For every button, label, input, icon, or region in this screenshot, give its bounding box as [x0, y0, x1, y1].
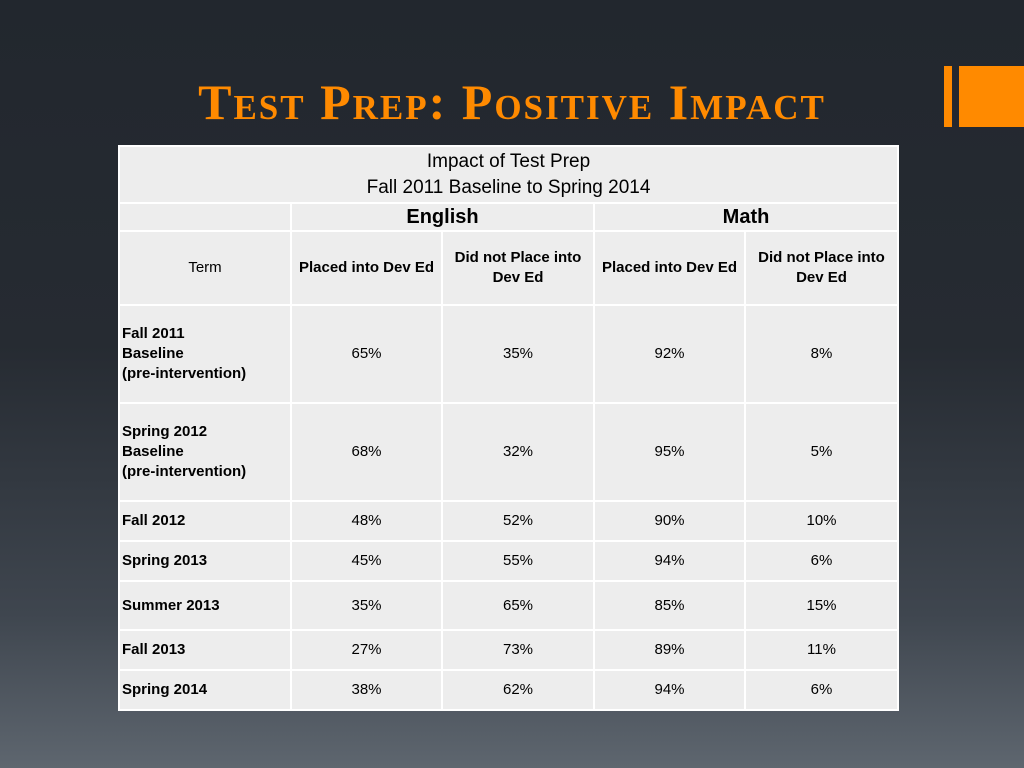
term-line: Spring 2012 [122, 423, 208, 440]
value-cell: 89% [593, 629, 746, 671]
group-header-math: Math [592, 202, 900, 232]
table-row: Spring 2014 38% 62% 94% 6% [118, 669, 900, 711]
table-row: Spring 2013 45% 55% 94% 6% [118, 540, 900, 582]
value-cell: 94% [593, 540, 746, 582]
value-cell: 10% [743, 500, 900, 542]
term-cell: Fall 2013 [118, 629, 292, 671]
value-cell: 94% [593, 669, 746, 711]
table-row: Fall 2012 48% 52% 90% 10% [118, 500, 900, 542]
value-cell: 8% [743, 304, 900, 404]
value-cell: 35% [290, 580, 443, 631]
decorative-bar-thin [944, 66, 952, 127]
term-cell: Spring 2012 Baseline (pre-intervention) [118, 402, 292, 502]
value-cell: 5% [743, 402, 900, 502]
value-cell: 85% [593, 580, 746, 631]
value-cell: 52% [441, 500, 595, 542]
value-cell: 6% [743, 669, 900, 711]
value-cell: 48% [290, 500, 443, 542]
term-cell: Spring 2014 [118, 669, 292, 711]
value-cell: 32% [441, 402, 595, 502]
value-cell: 15% [743, 580, 900, 631]
value-cell: 65% [290, 304, 443, 404]
value-cell: 45% [290, 540, 443, 582]
value-cell: 95% [593, 402, 746, 502]
value-cell: 11% [743, 629, 900, 671]
term-cell: Spring 2013 [118, 540, 292, 582]
value-cell: 68% [290, 402, 443, 502]
english-placed-header: Placed into Dev Ed [290, 230, 443, 306]
value-cell: 6% [743, 540, 900, 582]
group-header-row: English Math [118, 202, 900, 232]
table-row: Fall 2013 27% 73% 89% 11% [118, 629, 900, 671]
caption-row: Impact of Test Prep Fall 2011 Baseline t… [117, 145, 900, 204]
value-cell: 73% [441, 629, 595, 671]
table-caption-line1: Impact of Test Prep [426, 150, 591, 172]
math-placed-header: Placed into Dev Ed [593, 230, 746, 306]
group-header-english: English [290, 202, 595, 232]
english-not-placed-header: Did not Place into Dev Ed [441, 230, 595, 306]
impact-table: Impact of Test Prep Fall 2011 Baseline t… [117, 145, 900, 711]
value-cell: 55% [441, 540, 595, 582]
term-line: (pre-intervention) [122, 463, 247, 480]
math-not-placed-header: Did not Place into Dev Ed [743, 230, 900, 306]
term-cell: Summer 2013 [118, 580, 292, 631]
table-caption: Impact of Test Prep Fall 2011 Baseline t… [117, 145, 900, 204]
value-cell: 38% [290, 669, 443, 711]
group-header-blank [118, 202, 292, 232]
table-row: Summer 2013 35% 65% 85% 15% [118, 580, 900, 631]
value-cell: 62% [441, 669, 595, 711]
value-cell: 35% [441, 304, 595, 404]
slide-title: Test Prep: Positive Impact [198, 74, 826, 130]
table-row: Spring 2012 Baseline (pre-intervention) … [118, 402, 900, 502]
term-line: Fall 2011 [122, 325, 185, 342]
term-line: (pre-intervention) [122, 365, 247, 382]
value-cell: 92% [593, 304, 746, 404]
term-line: Baseline [122, 345, 184, 362]
value-cell: 90% [593, 500, 746, 542]
table-row: Fall 2011 Baseline (pre-intervention) 65… [118, 304, 900, 404]
term-line: Baseline [122, 443, 184, 460]
sub-header-row: Term Placed into Dev Ed Did not Place in… [118, 230, 900, 306]
decorative-bar-thick [959, 66, 1024, 127]
term-header: Term [118, 230, 292, 306]
term-cell: Fall 2011 Baseline (pre-intervention) [118, 304, 292, 404]
value-cell: 65% [441, 580, 595, 631]
table-caption-line2: Fall 2011 Baseline to Spring 2014 [366, 176, 651, 198]
value-cell: 27% [290, 629, 443, 671]
term-cell: Fall 2012 [118, 500, 292, 542]
